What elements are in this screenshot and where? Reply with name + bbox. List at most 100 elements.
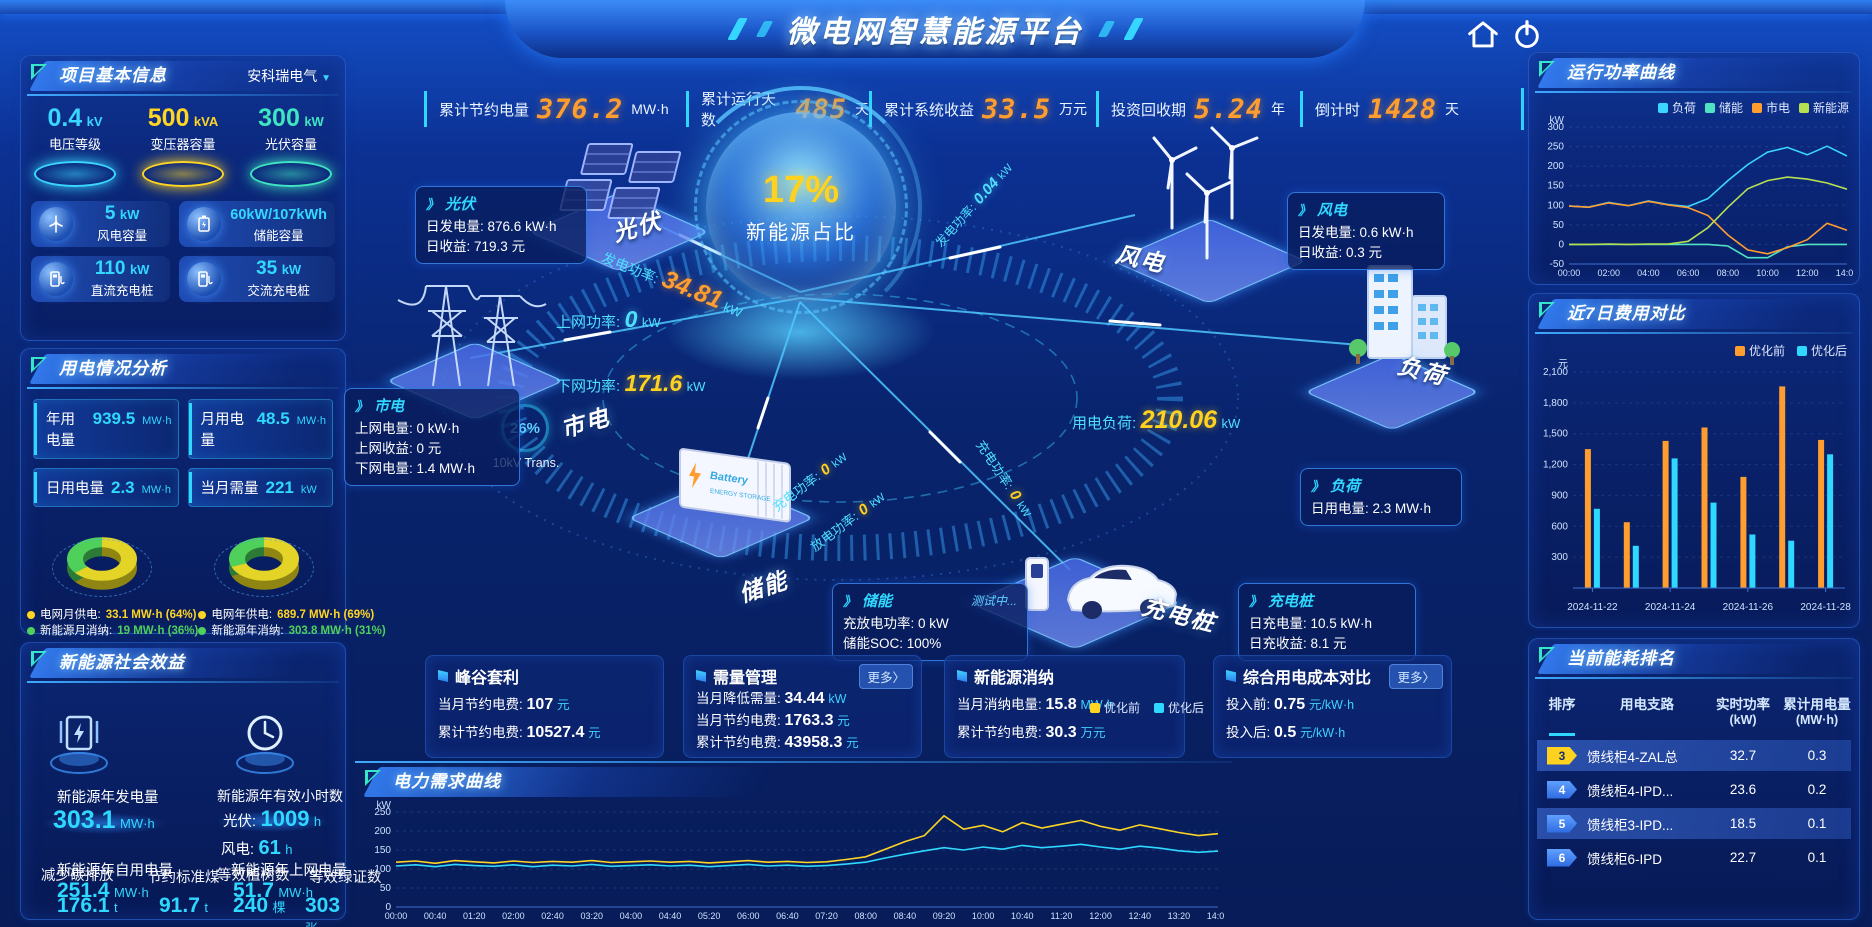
hours-clock-icon [236,715,294,774]
demand-curve-chart[interactable]: 0 50 100 150 200 250 kW 00:00 00:40 01:20 02:00 02:… [362,800,1229,922]
legend-renewable-year: 新能源年消纳: 303.8 MW·h (31%) [198,623,386,639]
more-button[interactable]: 更多〉 [859,664,913,689]
pedestal-pv: 300 kW 光伏容量 [237,104,345,187]
svg-text:02:40: 02:40 [541,911,564,921]
rank-badge: 6 [1547,848,1577,867]
carbon-label: 减少碳排放 [41,868,114,884]
wind-turbine-icon [39,207,73,241]
svg-text:2024-11-24: 2024-11-24 [1645,602,1696,613]
card-peak-valley-arbitrage: 峰谷套利 当月节约电费: 107 元 累计节约电费: 10527.4 元 [425,655,664,758]
panel-energy-ranking: 当前能耗排名 排序 用电支路 实时功率 (kW) 累计用电量 (MW·h) 3 馈线… [1528,638,1860,920]
self-use-label: 新能源年自用电量 [57,863,173,879]
battery-container-illustration: Battery ENERGY STORAGE [679,448,791,523]
table-row[interactable]: 5 馈线柜3-IPD... 18.5 0.1 [1537,808,1851,839]
demand-chart-legend: 优化前 优化后 [1090,699,1204,716]
decor-slash [755,21,773,37]
svg-text:10:40: 10:40 [1011,911,1034,921]
company-dropdown[interactable]: 安科瑞电气 ▼ [247,66,331,86]
usage-stats-grid: 年用电量 939.5 MW·h 月用电量 48.5 MW·h 日用电量 2.3 … [33,399,333,507]
legend-item-before[interactable]: 优化前 [1090,699,1140,716]
storage-info-box: 》储能 测试中... 充放电功率: 0 kW 储能SOC: 100% [832,583,1028,661]
svg-text:600: 600 [1551,521,1568,532]
svg-text:00:40: 00:40 [424,911,447,921]
card-dc-charger: 110 kW 直流充电桩 [31,256,171,302]
rank-badge: 5 [1547,814,1577,833]
panel-header: 项目基本信息 安科瑞电气 ▼ [23,58,343,96]
legend-item-load[interactable]: 负荷 [1657,99,1696,116]
legend-item-renewable[interactable]: 新能源 [1798,99,1849,116]
svg-text:06:00: 06:00 [737,911,760,921]
corner-glyph-icon [31,64,47,80]
cost-compare-legend: 优化前 优化后 [1734,342,1847,359]
corner-glyph-icon [1539,647,1555,663]
feed-value: 51.7 MW·h [233,879,313,902]
generation-icon [50,715,108,774]
table-row[interactable]: 4 馈线柜4-IPD... 23.6 0.2 [1537,774,1851,805]
panel-title: 新能源社会效益 [59,653,185,672]
flow-load-power: 用电负荷: 210.06 kW [1072,406,1241,434]
wind-hours: 风电: 61 h [221,837,293,859]
svg-text:50: 50 [1553,220,1565,231]
svg-text:10:00: 10:00 [1756,268,1779,278]
svg-text:50: 50 [380,883,392,894]
card-cost-comparison: 综合用电成本对比 更多〉 投入前: 0.75 元/kW·h 投入后: 0.5 元… [1213,655,1452,758]
svg-text:150: 150 [374,845,391,856]
flow-feed-in: 上网功率: 0 kW [556,306,661,332]
glow-disc [142,161,224,187]
more-button[interactable]: 更多〉 [1389,664,1443,689]
legend-item-after[interactable]: 优化后 [1796,342,1847,359]
ranking-header-underline [1549,733,1575,736]
tree-value: 240 棵 [233,894,286,917]
corner-glyph-icon [365,770,381,786]
panel-header: 新能源社会效益 [23,645,343,683]
legend-item-storage[interactable]: 储能 [1704,99,1743,116]
legend-item-after[interactable]: 优化后 [1154,699,1204,716]
flow-draw-down: 下网功率: 171.6 kW [556,370,706,396]
svg-text:元: 元 [1558,359,1568,370]
card-glyph-icon [1226,670,1236,682]
ranking-table-header: 排序 用电支路 实时功率 (kW) 累计用电量 (MW·h) [1548,697,1851,727]
load-info-box: 》负荷 日用电量: 2.3 MW·h [1300,468,1462,526]
building-illustration [1349,265,1460,365]
chevron-down-icon[interactable]: ▼ [321,73,331,84]
svg-text:100: 100 [1547,200,1564,211]
panel-header: 用电情况分析 [23,351,343,389]
wind-turbines-illustration [1152,126,1259,260]
legend-dot [27,627,35,635]
svg-text:150: 150 [1547,181,1564,192]
decor-slash [1097,21,1115,37]
tree-label: 等效植树数 [217,868,290,884]
gen-value: 303.1 MW·h [43,806,165,835]
legend-item-before[interactable]: 优化前 [1734,342,1785,359]
decor-slash [1122,18,1144,40]
card-demand-management: 需量管理 更多〉 当月降低需量: 34.44 kW 当月节约电费: 1763.3… [683,655,922,758]
hours-label: 新能源年有效小时数 [217,788,343,804]
corner-glyph-icon [1539,61,1555,77]
svg-text:06:00: 06:00 [1677,268,1700,278]
self-use-value: 251.4 MW·h [57,879,149,902]
charger-info-box: 》充电桩 日充电量: 10.5 kW·h 日充收益: 8.1 元 [1238,583,1416,661]
panel-social-benefit: 新能源社会效益 新能源年发电量 303.1 MW·h 新能源年有效小时数 光伏:… [20,642,382,927]
legend-grid-year: 电网年供电: 689.7 MW·h (69%) [198,607,385,623]
svg-text:13:20: 13:20 [1168,911,1191,921]
panel-title: 运行功率曲线 [1567,63,1675,82]
coal-value: 91.7 t [159,894,208,917]
svg-text:04:00: 04:00 [1637,268,1660,278]
company-dropdown-value[interactable]: 安科瑞电气 [247,68,318,84]
legend-grid-month: 电网月供电: 33.1 MW·h (64%) [27,607,198,623]
rank-badge: 4 [1547,780,1577,799]
renewable-share-label: 新能源占比 [746,222,856,244]
power-curve-chart[interactable]: -50 0 50 100 150 200 250 300 kW 00:00 02:00 04:00 06… [1535,115,1858,279]
svg-text:12:00: 12:00 [1796,268,1819,278]
svg-text:250: 250 [374,807,391,818]
home-icon[interactable] [1466,18,1500,52]
svg-text:300: 300 [1547,122,1564,133]
power-icon[interactable] [1510,18,1544,52]
legend-item-grid[interactable]: 市电 [1751,99,1790,116]
panel-demand-curve: 电力需求曲线 [355,762,815,800]
cost-compare-chart[interactable]: 300 600 900 1,200 1,500 1,800 2,100 元 2024-11-22… [1535,358,1853,618]
table-row[interactable]: 6 馈线柜6-IPD 22.7 0.1 [1537,842,1851,873]
svg-text:250: 250 [1547,142,1564,153]
table-row[interactable]: 3 馈线柜4-ZAL总 32.7 0.3 [1537,740,1851,771]
